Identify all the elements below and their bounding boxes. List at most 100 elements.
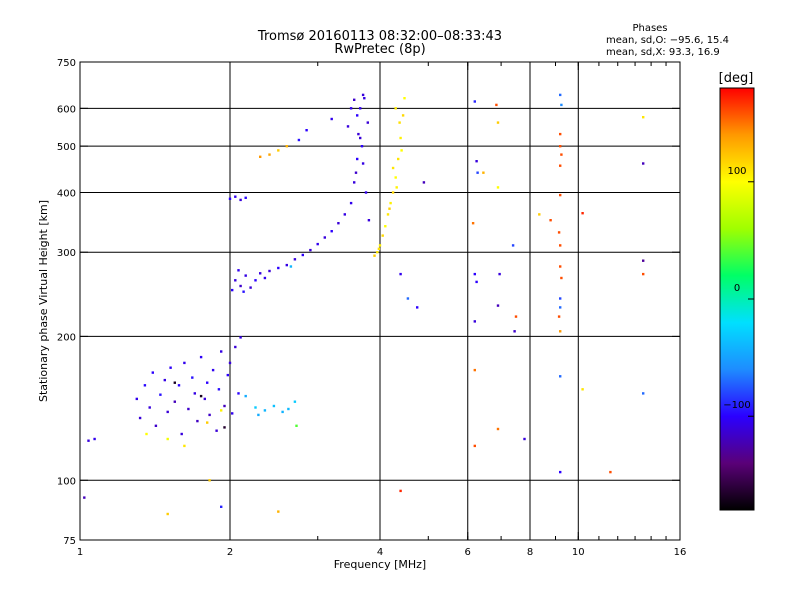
- data-point: [244, 274, 247, 277]
- data-point: [220, 350, 223, 353]
- colorbar-tick-label: 100: [727, 166, 746, 177]
- data-point: [330, 117, 333, 121]
- data-point: [496, 427, 500, 431]
- data-point: [277, 149, 280, 152]
- data-point: [231, 288, 234, 292]
- stats-o-mode: mean, sd,O: −95.6, 15.4: [606, 35, 729, 46]
- data-point: [559, 164, 562, 167]
- data-point: [403, 97, 406, 100]
- data-point: [154, 424, 158, 427]
- data-point: [187, 407, 190, 411]
- data-point: [391, 191, 395, 194]
- x-tick-label: 4: [377, 547, 383, 558]
- x-tick-label: 10: [572, 547, 585, 558]
- data-point: [337, 222, 340, 225]
- data-point: [356, 114, 359, 117]
- data-point: [223, 404, 226, 408]
- data-point: [257, 413, 260, 417]
- data-point: [642, 272, 645, 276]
- data-point: [242, 290, 245, 293]
- y-tick-label: 600: [57, 104, 76, 115]
- data-point: [173, 400, 176, 403]
- data-point: [473, 444, 476, 448]
- data-point: [305, 129, 308, 132]
- data-point: [193, 392, 196, 395]
- y-tick-label: 75: [63, 536, 76, 547]
- data-point: [399, 489, 402, 493]
- data-point: [388, 207, 391, 210]
- data-point: [496, 186, 500, 189]
- data-point: [183, 361, 186, 365]
- data-point: [148, 406, 151, 409]
- data-point: [609, 470, 612, 474]
- data-point: [231, 412, 234, 415]
- data-point: [206, 381, 209, 384]
- data-point: [93, 437, 96, 441]
- y-tick-label: 750: [57, 58, 76, 69]
- x-tick-label: 6: [465, 547, 471, 558]
- data-point: [285, 263, 288, 267]
- data-point: [367, 219, 371, 222]
- data-point: [473, 368, 476, 372]
- data-point: [272, 404, 276, 408]
- data-point: [471, 222, 475, 225]
- data-point: [138, 416, 142, 420]
- x-tick-label: 2: [227, 547, 233, 558]
- data-point: [353, 98, 356, 101]
- stats-x-mode: mean, sd,X: 93.3, 16.9: [606, 47, 720, 58]
- data-point: [199, 355, 203, 359]
- data-point: [523, 437, 526, 441]
- data-point: [297, 138, 301, 142]
- data-point: [549, 219, 552, 222]
- data-point: [263, 409, 267, 412]
- data-point: [366, 121, 369, 124]
- data-point: [642, 162, 645, 165]
- data-point: [287, 407, 290, 411]
- x-tick-label: 16: [674, 547, 687, 558]
- data-point: [206, 421, 209, 424]
- data-point: [239, 198, 242, 202]
- data-point: [281, 410, 284, 414]
- data-point: [642, 259, 645, 262]
- data-point: [249, 286, 252, 289]
- data-point: [145, 432, 148, 436]
- data-point: [166, 410, 169, 414]
- data-point: [234, 195, 237, 198]
- data-point: [364, 191, 368, 194]
- data-point: [143, 384, 147, 387]
- x-tick-label: 8: [527, 547, 533, 558]
- data-point: [473, 272, 476, 276]
- data-point: [416, 306, 419, 309]
- data-point: [166, 437, 169, 441]
- data-point: [559, 193, 562, 197]
- data-point: [559, 470, 562, 474]
- data-point: [199, 394, 203, 398]
- data-point: [559, 306, 562, 309]
- data-point: [83, 496, 86, 499]
- data-point: [361, 162, 365, 165]
- data-point: [498, 272, 501, 276]
- data-point: [226, 373, 229, 377]
- data-point: [259, 155, 262, 158]
- data-point: [268, 269, 271, 273]
- colorbar-unit: [deg]: [719, 71, 754, 86]
- y-tick-label: 400: [57, 188, 76, 199]
- data-point: [581, 212, 584, 215]
- data-point: [211, 368, 215, 372]
- data-point: [406, 297, 410, 300]
- chart-subtitle: RwPretec (8p): [334, 42, 425, 57]
- data-point: [363, 97, 366, 100]
- data-point: [301, 253, 304, 257]
- data-point: [263, 276, 267, 280]
- data-point: [559, 132, 562, 136]
- x-tick-label: 1: [77, 547, 83, 558]
- data-point: [259, 272, 262, 275]
- data-point: [254, 279, 257, 282]
- data-point: [559, 330, 562, 333]
- data-point: [217, 388, 221, 391]
- data-point: [559, 93, 562, 97]
- data-point: [422, 181, 426, 184]
- data-point: [183, 444, 186, 448]
- data-point: [559, 375, 562, 378]
- data-point: [220, 409, 223, 412]
